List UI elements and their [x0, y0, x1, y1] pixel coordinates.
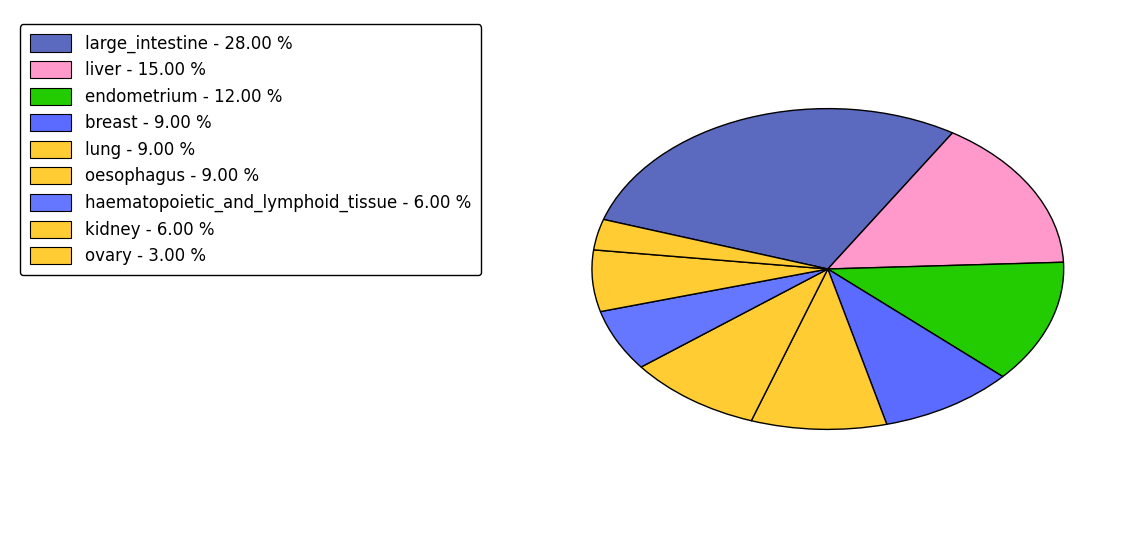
Legend: large_intestine - 28.00 %, liver - 15.00 %, endometrium - 12.00 %, breast - 9.00: large_intestine - 28.00 %, liver - 15.00…	[19, 24, 481, 275]
Wedge shape	[603, 109, 953, 269]
Wedge shape	[752, 269, 887, 429]
Wedge shape	[641, 269, 828, 421]
Wedge shape	[592, 250, 828, 312]
Wedge shape	[593, 220, 828, 269]
Wedge shape	[600, 269, 828, 367]
Wedge shape	[828, 262, 1064, 377]
Wedge shape	[828, 133, 1064, 269]
Wedge shape	[828, 269, 1002, 424]
